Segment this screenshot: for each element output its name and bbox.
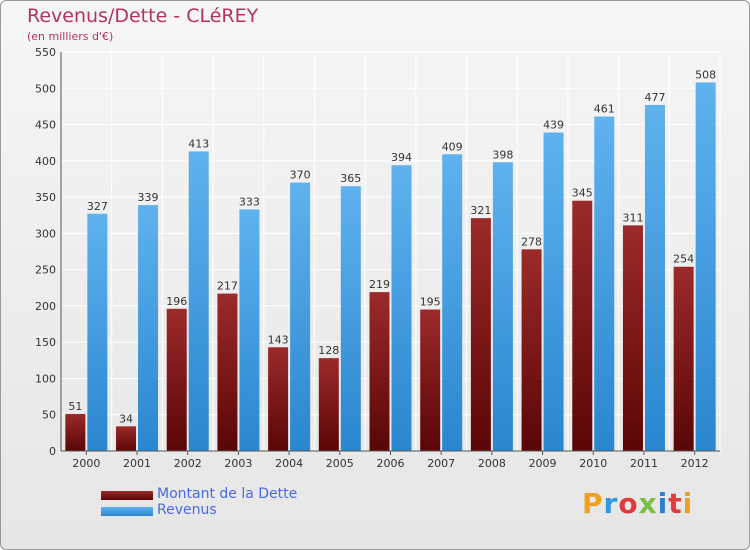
y-tick-label: 100 <box>35 372 56 385</box>
bar-dette <box>65 414 86 451</box>
x-tick-label: 2009 <box>529 457 557 470</box>
bar-revenus <box>290 182 311 451</box>
y-tick-label: 500 <box>35 82 56 95</box>
data-label-dette: 311 <box>622 211 643 224</box>
y-tick-label: 450 <box>35 119 56 132</box>
bar-dette <box>572 200 593 451</box>
bar-revenus <box>188 151 209 451</box>
bar-revenus <box>644 104 665 451</box>
y-tick-label: 250 <box>35 264 56 277</box>
data-label-revenus: 409 <box>442 140 463 153</box>
logo-letter: i <box>657 487 669 520</box>
data-label-revenus: 370 <box>290 169 311 182</box>
data-label-dette: 345 <box>572 187 593 200</box>
x-tick-label: 2011 <box>630 457 658 470</box>
y-tick-label: 200 <box>35 300 56 313</box>
data-label-dette: 278 <box>521 235 542 248</box>
y-tick-label: 350 <box>35 191 56 204</box>
y-tick-label: 550 <box>35 46 56 59</box>
x-tick-label: 2002 <box>174 457 202 470</box>
data-label-revenus: 439 <box>543 119 564 132</box>
bar-revenus <box>695 82 716 452</box>
bar-revenus <box>87 213 108 451</box>
logo-letter: i <box>682 487 694 520</box>
data-label-dette: 217 <box>217 280 238 293</box>
bar-dette <box>369 292 390 451</box>
x-tick-label: 2007 <box>427 457 455 470</box>
x-tick-label: 2006 <box>377 457 405 470</box>
proxiti-logo: Proxiti <box>582 487 693 520</box>
bar-dette <box>521 249 542 451</box>
logo-letter: x <box>638 487 658 520</box>
data-label-dette: 254 <box>673 253 694 266</box>
bar-dette <box>217 293 238 451</box>
y-tick-label: 50 <box>42 409 56 422</box>
x-tick-label: 2001 <box>123 457 151 470</box>
logo-letter: t <box>668 487 683 520</box>
data-label-revenus: 461 <box>594 103 615 116</box>
x-tick-label: 2005 <box>326 457 354 470</box>
legend-swatch-revenus <box>101 507 153 516</box>
y-tick-label: 0 <box>49 445 56 458</box>
x-tick-label: 2010 <box>579 457 607 470</box>
legend-label-dette: Montant de la Dette <box>157 486 298 502</box>
data-label-dette: 143 <box>268 333 289 346</box>
data-label-dette: 219 <box>369 278 390 291</box>
bar-revenus <box>594 116 615 451</box>
data-label-revenus: 477 <box>644 91 665 104</box>
logo-letter: P <box>582 487 604 520</box>
bar-dette <box>318 358 339 451</box>
x-tick-label: 2003 <box>224 457 252 470</box>
bar-revenus <box>442 154 463 451</box>
data-label-dette: 195 <box>420 296 441 309</box>
data-label-revenus: 394 <box>391 151 412 164</box>
data-label-revenus: 327 <box>87 200 108 213</box>
legend-label-revenus: Revenus <box>157 502 217 518</box>
bar-dette <box>673 266 694 451</box>
y-tick-label: 300 <box>35 227 56 240</box>
data-label-dette: 34 <box>119 412 133 425</box>
data-label-revenus: 398 <box>492 148 513 161</box>
bar-revenus <box>543 132 564 451</box>
bar-dette <box>420 309 441 451</box>
data-label-revenus: 413 <box>188 137 209 150</box>
bar-dette <box>166 308 187 451</box>
logo-letter: r <box>603 487 619 520</box>
x-tick-label: 2004 <box>275 457 303 470</box>
data-label-revenus: 333 <box>239 195 260 208</box>
data-label-revenus: 365 <box>340 172 361 185</box>
legend-swatch-dette <box>101 491 153 500</box>
bar-dette <box>268 347 289 451</box>
bar-dette <box>116 426 137 451</box>
bar-revenus <box>340 186 361 451</box>
bar-dette <box>622 225 643 451</box>
x-tick-label: 2008 <box>478 457 506 470</box>
bar-revenus <box>239 209 260 451</box>
data-label-dette: 321 <box>470 204 491 217</box>
chart-subtitle: (en milliers d'€) <box>27 30 114 43</box>
logo-letter: o <box>618 487 639 520</box>
chart-title: Revenus/Dette - CLéREY <box>27 5 259 27</box>
data-label-revenus: 339 <box>138 191 159 204</box>
y-tick-label: 150 <box>35 336 56 349</box>
y-tick-label: 400 <box>35 155 56 168</box>
data-label-dette: 196 <box>166 295 187 308</box>
data-label-dette: 128 <box>318 344 339 357</box>
x-tick-label: 2000 <box>72 457 100 470</box>
bar-revenus <box>492 162 513 451</box>
bar-dette <box>470 218 491 451</box>
data-label-dette: 51 <box>68 400 82 413</box>
bar-revenus <box>391 165 412 452</box>
bar-revenus <box>138 205 159 451</box>
data-label-revenus: 508 <box>695 68 716 81</box>
x-tick-label: 2012 <box>681 457 709 470</box>
